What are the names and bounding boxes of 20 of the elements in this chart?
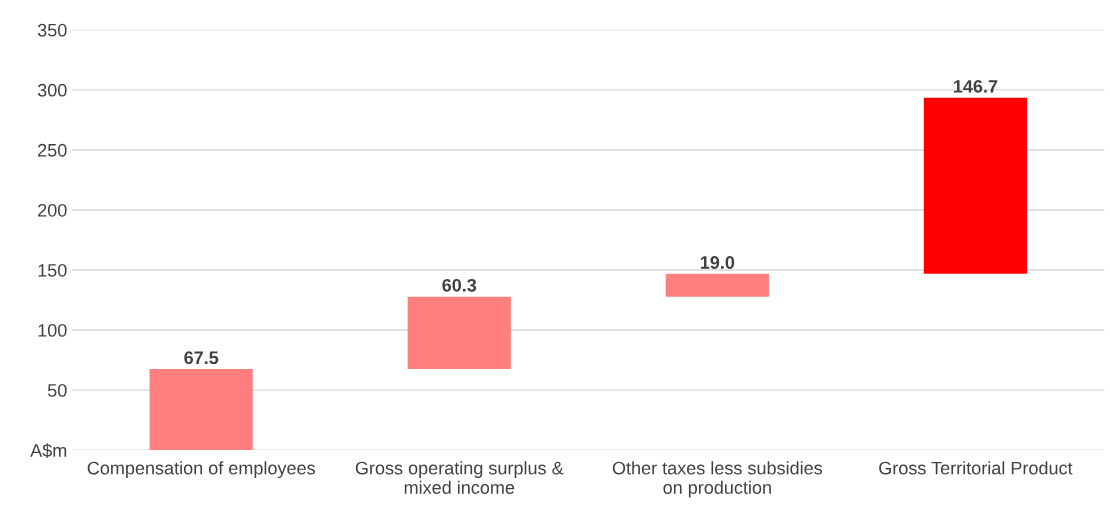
bar xyxy=(149,369,253,451)
data-label: 19.0 xyxy=(700,256,735,269)
y-tick-label: 150 xyxy=(38,263,67,277)
bar xyxy=(407,296,511,370)
y-tick-label: 50 xyxy=(47,384,67,397)
x-tick-label: Gross Territorial Product xyxy=(879,461,1073,475)
y-tick-label: 300 xyxy=(37,83,67,97)
x-tick-label: Other taxes less subsidies on production xyxy=(612,461,823,498)
bar xyxy=(923,97,1028,274)
data-label: 67.5 xyxy=(184,351,219,365)
y-tick-label: A$m xyxy=(30,443,67,458)
data-label: 146.7 xyxy=(953,79,998,93)
y-tick-label: 350 xyxy=(37,23,67,37)
x-tick-label: Gross operating surplus & mixed income xyxy=(355,461,564,494)
y-tick-label: 100 xyxy=(38,323,67,337)
bar xyxy=(665,273,769,297)
y-tick-label: 250 xyxy=(38,143,67,157)
x-tick-label: Compensation of employees xyxy=(87,461,315,479)
data-label: 60.3 xyxy=(442,278,477,292)
y-tick-label: 200 xyxy=(38,203,67,217)
